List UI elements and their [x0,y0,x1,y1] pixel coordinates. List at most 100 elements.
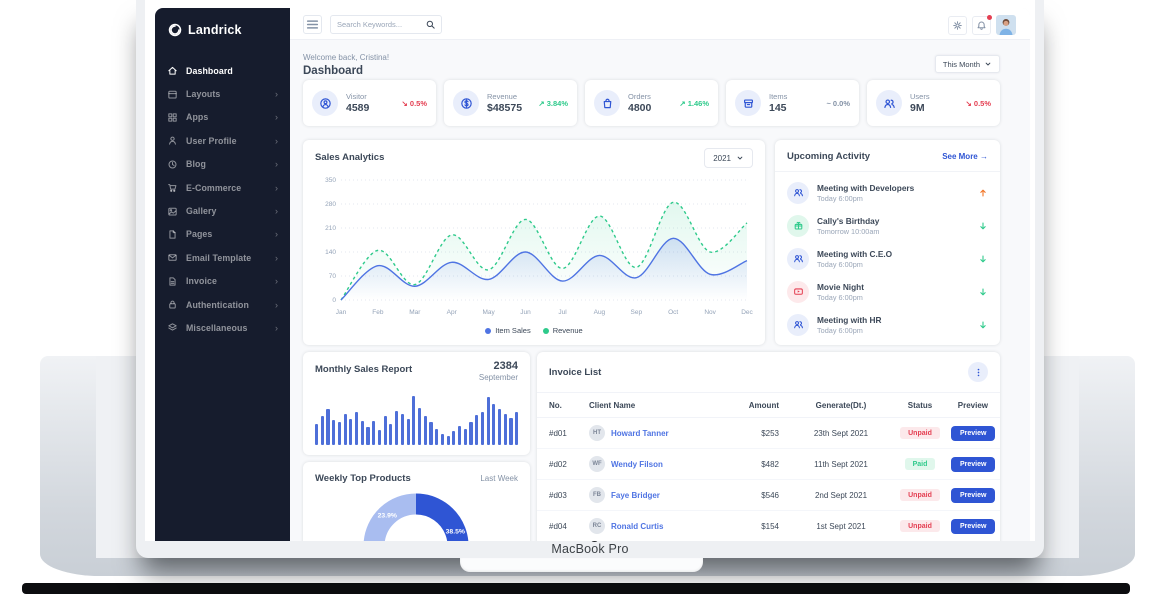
page-title: Dashboard [303,65,364,77]
sidebar-item-gallery[interactable]: Gallery › [155,199,290,222]
chevron-right-icon: › [275,322,278,333]
weekly-products-header: Weekly Top Products Last Week [303,462,530,484]
svg-text:Jan: Jan [336,309,347,316]
weekly-products-card: Weekly Top Products Last Week 38.5% 23.9% [303,462,530,541]
sidebar-item-blog[interactable]: Blog › [155,153,290,176]
svg-text:Mar: Mar [409,309,421,316]
bar [486,397,490,445]
legend-item[interactable]: Item Sales [485,326,531,335]
column-header: Generate(Dt.) [815,400,867,410]
sidebar-item-apps[interactable]: Apps › [155,106,290,129]
preview-button[interactable]: Preview [951,487,996,503]
svg-text:23.9%: 23.9% [378,513,397,520]
bar [509,417,513,445]
sidebar-item-invoice[interactable]: Invoice › [155,270,290,293]
stat-label: Items [769,92,788,101]
items-icon [735,90,761,116]
dashboard-app: Landrick Dashboard Layouts › Apps › User… [155,8,1030,541]
search-box[interactable] [330,15,442,34]
upcoming-activity-header: Upcoming Activity See More → [775,140,1000,172]
search-input[interactable] [331,20,425,29]
client-name-link[interactable]: Ronald Curtis [611,521,664,531]
sidebar-nav: Dashboard Layouts › Apps › User Profile … [155,59,290,340]
sidebar-item-email-template[interactable]: Email Template › [155,246,290,269]
activity-item[interactable]: Meeting with Developers Today 6:00pm [787,176,988,209]
stat-card-visitor[interactable]: Visitor 4589 ↘ 0.5% [303,80,436,126]
svg-text:Oct: Oct [668,309,678,316]
legend-item[interactable]: Revenue [542,326,583,335]
preview-button[interactable]: Preview [951,425,996,441]
client-name-link[interactable]: Wendy Filson [611,459,663,469]
invoice-no: #d02 [549,459,567,469]
user-icon [167,135,178,146]
stat-trend: ↘ 0.5% [965,98,991,108]
sidebar-item-label: Blog [186,159,206,170]
table-row: #d03 FB Faye Bridger $546 2nd Sept 2021 … [537,480,1000,511]
sidebar-item-miscellaneous[interactable]: Miscellaneous › [155,316,290,339]
stat-card-items[interactable]: Items 145 ~ 0.0% [726,80,859,126]
bar [377,430,382,445]
stat-card-revenue[interactable]: Revenue $48575 ↗ 3.84% [444,80,577,126]
bar [515,411,519,445]
activity-item[interactable]: Meeting with HR Today 6:00pm [787,308,988,341]
activity-trend-arrow-icon [978,254,988,264]
client-name-link[interactable]: Faye Bridger [611,490,660,500]
bar [383,415,387,445]
monthly-sales-card: Monthly Sales Report 2384 September [303,352,530,455]
chevron-right-icon: › [275,229,278,240]
monthly-sales-title: Monthly Sales Report [315,364,413,375]
stat-value: 4589 [346,102,370,114]
sidebar-item-layouts[interactable]: Layouts › [155,82,290,105]
main-area: Welcome back, Cristina! Dashboard This M… [290,8,1030,541]
chevron-right-icon: › [275,299,278,310]
sidebar-item-label: Miscellaneous [186,322,248,333]
year-select[interactable]: 2021 [704,148,753,168]
column-header: No. [549,400,562,410]
settings-button[interactable] [948,15,967,35]
client-avatar: RC [589,518,605,534]
stat-card-users[interactable]: Users 9M ↘ 0.5% [867,80,1000,126]
invoice-options-button[interactable] [968,362,988,382]
logo[interactable]: Landrick [155,8,290,49]
laptop-screen: MacBook Pro Landrick Dashboard Layouts ›… [136,0,1044,558]
bar [463,429,467,445]
stat-value: $48575 [487,102,523,114]
search-icon[interactable] [425,19,436,30]
see-more-link[interactable]: See More → [942,152,988,161]
preview-button[interactable]: Preview [951,518,996,534]
layers-icon [167,322,178,333]
notifications-button[interactable] [972,14,992,35]
sidebar-item-authentication[interactable]: Authentication › [155,293,290,316]
svg-text:Aug: Aug [594,309,606,316]
sidebar-item-dashboard[interactable]: Dashboard [155,59,290,82]
bar [498,408,502,445]
gallery-icon [167,206,178,217]
hamburger-menu-button[interactable] [303,15,322,34]
activity-item[interactable]: Movie Night Today 6:00pm [787,275,988,308]
activity-item[interactable]: Meeting with C.E.O Today 6:00pm [787,242,988,275]
svg-text:Nov: Nov [704,309,716,316]
activity-trend-arrow-icon [978,320,988,330]
client-name-link[interactable]: Howard Tanner [611,428,669,438]
stat-card-orders[interactable]: Orders 4800 ↗ 1.46% [585,80,718,126]
bar [326,408,330,445]
bar [400,413,404,445]
sidebar-item-pages[interactable]: Pages › [155,223,290,246]
meeting-icon [787,313,809,336]
chevron-right-icon: › [275,135,278,146]
chevron-right-icon: › [275,159,278,170]
bar [343,413,347,445]
sidebar-item-user-profile[interactable]: User Profile › [155,129,290,152]
invoice-date: 1st Sept 2021 [816,521,866,531]
user-avatar[interactable] [996,15,1016,35]
activity-trend-arrow-icon [978,287,988,297]
sidebar-item-e-commerce[interactable]: E-Commerce › [155,176,290,199]
activity-item[interactable]: Cally's Birthday Tomorrow 10:00am [787,209,988,242]
period-select[interactable]: This Month [934,55,1000,73]
svg-text:Sep: Sep [631,309,643,316]
activity-title: Meeting with C.E.O [817,248,893,259]
chevron-down-icon [736,154,744,162]
status-badge: Unpaid [900,489,940,501]
preview-button[interactable]: Preview [951,456,996,472]
lock-icon [167,299,178,310]
